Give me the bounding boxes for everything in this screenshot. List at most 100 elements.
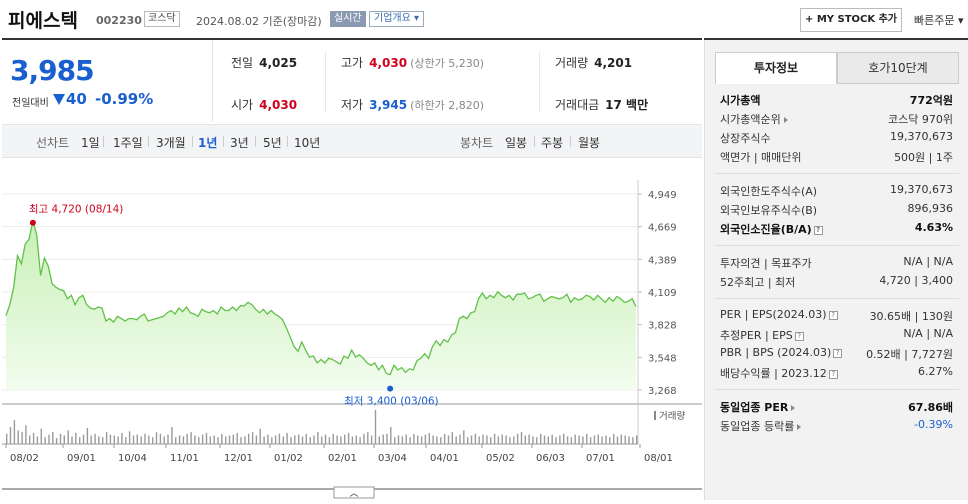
volume-bar bbox=[324, 434, 327, 444]
open-price: 시가 4,030 bbox=[231, 96, 297, 113]
price-line bbox=[5, 220, 637, 376]
candle-chart-label: 봉차트 bbox=[460, 136, 494, 150]
info-row: 상장주식수 19,370,673 bbox=[715, 130, 959, 148]
amount-value: 17 백만 bbox=[605, 98, 649, 112]
volume-bar bbox=[321, 436, 323, 445]
volume-bar bbox=[344, 434, 346, 444]
volume-bar bbox=[397, 435, 400, 444]
volume-bar bbox=[71, 436, 73, 445]
volume-bar bbox=[274, 435, 277, 444]
volume-bar bbox=[332, 433, 334, 444]
volume-bar bbox=[386, 433, 388, 444]
volume-bar bbox=[228, 435, 231, 444]
y-axis-ticks: 4,949 4,669 4,389 4,109 3,828 3,548 3,268 bbox=[638, 190, 677, 397]
panel-divider bbox=[704, 38, 968, 40]
tab-3y[interactable]: 3년 bbox=[230, 136, 249, 150]
info-value: 772억원 bbox=[909, 94, 953, 107]
volume-label: 거래량 bbox=[555, 56, 589, 70]
y-tick-label: 4,669 bbox=[648, 223, 677, 234]
chevron-right-icon bbox=[783, 117, 788, 123]
volume-bar bbox=[501, 434, 503, 444]
volume-bar bbox=[278, 433, 281, 444]
volume-bar bbox=[67, 430, 69, 444]
tab-1y[interactable]: 1년 bbox=[198, 136, 218, 150]
volume-bar bbox=[401, 436, 404, 445]
volume-bar bbox=[420, 436, 423, 445]
quick-order-link[interactable]: 빠른주문 ▾ bbox=[914, 12, 964, 28]
info-key-text: 외국인한도주식수(A) bbox=[720, 185, 818, 198]
price-area bbox=[6, 220, 636, 390]
volume-bar bbox=[374, 410, 377, 444]
volume-bar bbox=[298, 434, 300, 444]
help-icon[interactable]: ? bbox=[813, 225, 823, 235]
info-key-text: 액면가 | 매매단위 bbox=[720, 151, 802, 164]
volume-bar bbox=[616, 436, 619, 445]
info-value: 30.65배 | 130원 bbox=[869, 310, 953, 323]
tab-3m[interactable]: 3개월 bbox=[156, 136, 186, 150]
add-mystock-button[interactable]: + MY STOCK 추가 bbox=[800, 8, 902, 32]
volume-bar bbox=[144, 433, 146, 444]
stats-divider bbox=[325, 52, 326, 112]
tab-1d[interactable]: 1일 bbox=[81, 136, 100, 150]
volume-value: 4,201 bbox=[594, 56, 633, 70]
chart-expand-button[interactable] bbox=[333, 486, 375, 499]
volume-bar bbox=[516, 433, 519, 444]
x-tick-label: 01/02 bbox=[274, 453, 303, 464]
info-row[interactable]: 동일업종 PER 67.86배 bbox=[715, 399, 959, 417]
info-value: 0.52배 | 7,727원 bbox=[866, 348, 953, 361]
info-key: PBR | BPS (2024.03)? bbox=[720, 346, 843, 359]
info-key: 동일업종 등락률 bbox=[720, 418, 802, 434]
volume-bar bbox=[236, 432, 238, 444]
volume-bar bbox=[6, 433, 8, 444]
lower-limit: (하한가 2,820) bbox=[410, 99, 484, 112]
volume-bar bbox=[405, 434, 407, 444]
tab-10y[interactable]: 10년 bbox=[294, 136, 321, 150]
volume-bar bbox=[271, 437, 273, 444]
tab-monthly[interactable]: 월봉 bbox=[578, 136, 601, 150]
high-annotation: 최고 4,720 (08/14) bbox=[29, 204, 124, 216]
volume-bar bbox=[347, 432, 350, 444]
volume-bar bbox=[536, 437, 538, 444]
info-key: 52주최고 | 최저 bbox=[720, 274, 795, 290]
volume-legend: 거래량 bbox=[659, 410, 685, 422]
tab-investment-info[interactable]: 투자정보 bbox=[715, 52, 837, 84]
volume-bar bbox=[128, 431, 131, 445]
amount-label: 거래대금 bbox=[555, 98, 600, 112]
volume-bar bbox=[132, 435, 135, 444]
help-icon[interactable]: ? bbox=[828, 310, 838, 320]
info-row[interactable]: 동일업종 등락률 -0.39% bbox=[715, 418, 959, 436]
price-chart-svg: 4,949 4,669 4,389 4,109 3,828 3,548 3,268 최고 4… bbox=[2, 180, 702, 499]
volume-bar bbox=[55, 438, 58, 444]
help-icon[interactable]: ? bbox=[794, 331, 804, 341]
help-icon[interactable]: ? bbox=[828, 369, 838, 379]
volume-bar bbox=[205, 432, 208, 444]
volume-bar bbox=[309, 437, 311, 444]
help-icon[interactable]: ? bbox=[833, 348, 843, 358]
x-tick-label: 04/01 bbox=[430, 453, 459, 464]
upper-limit: (상한가 5,230) bbox=[410, 57, 484, 70]
info-key: 외국인한도주식수(A) bbox=[720, 183, 817, 199]
tab-1w[interactable]: 1주일 bbox=[113, 136, 143, 150]
low-annotation: 최저 3,400 (03/06) bbox=[344, 396, 439, 408]
corp-info-dropdown[interactable]: 기업개요 ▾ bbox=[369, 11, 425, 27]
chevron-right-icon bbox=[791, 405, 796, 411]
tab-5y[interactable]: 5년 bbox=[263, 136, 282, 150]
volume-bar bbox=[259, 428, 261, 444]
low-marker bbox=[387, 385, 394, 392]
info-row[interactable]: 시가총액순위 코스닥 970위 bbox=[715, 111, 959, 129]
tab-divider bbox=[570, 136, 571, 147]
volume: 거래량 4,201 bbox=[555, 54, 632, 71]
volume-bar bbox=[301, 436, 304, 445]
info-row: PBR | BPS (2024.03)? 0.52배 | 7,727원 bbox=[715, 346, 959, 364]
info-value: N/A | N/A bbox=[903, 255, 953, 268]
info-value: 500원 | 1주 bbox=[894, 151, 953, 164]
volume-bar bbox=[382, 434, 384, 444]
volume-bar bbox=[509, 437, 511, 444]
realtime-badge[interactable]: 실시간 bbox=[330, 11, 366, 27]
tab-daily[interactable]: 일봉 bbox=[505, 136, 528, 150]
tab-orderbook[interactable]: 호가10단계 bbox=[837, 52, 959, 84]
tab-weekly[interactable]: 주봉 bbox=[541, 136, 564, 150]
volume-bar bbox=[520, 432, 523, 444]
volume-bar bbox=[305, 433, 307, 444]
volume-bar bbox=[440, 437, 442, 444]
